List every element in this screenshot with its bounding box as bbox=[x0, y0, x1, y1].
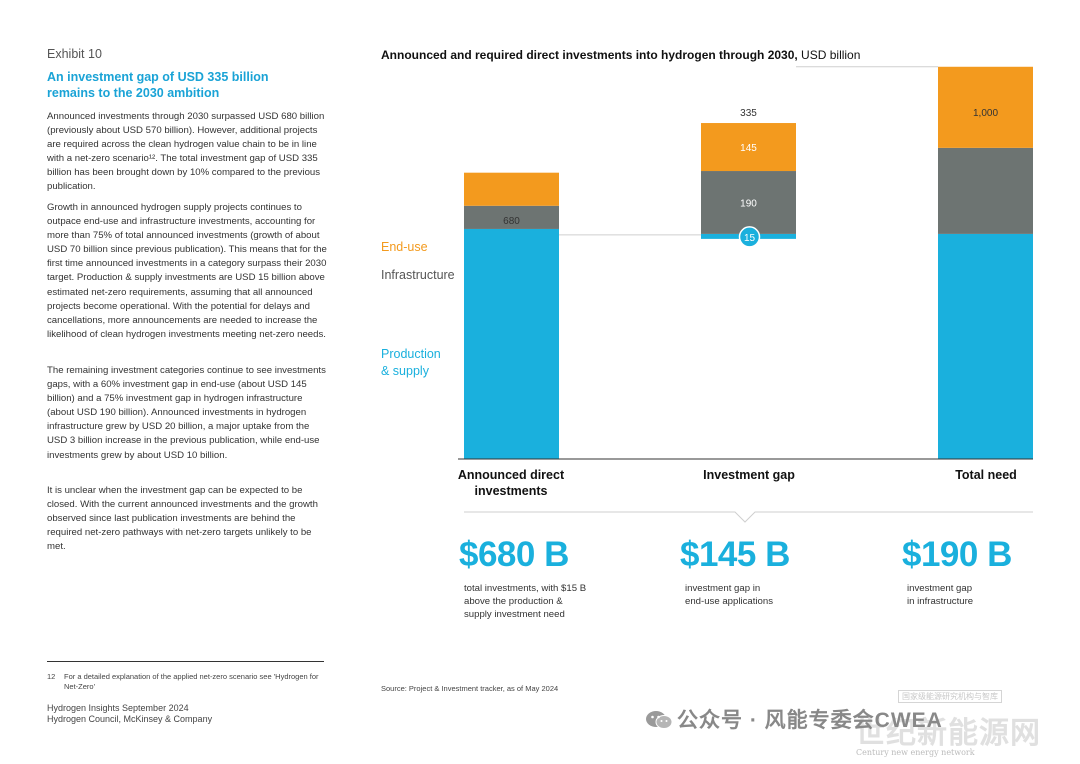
exhibit-headline: An investment gap of USD 335 billion rem… bbox=[47, 70, 269, 100]
category-label-gap: Investment gap bbox=[703, 468, 795, 482]
chart-title-main: Announced and required direct investment… bbox=[381, 48, 798, 62]
bar-gap-end-use bbox=[701, 123, 796, 172]
bar-total-production-supply bbox=[938, 233, 1033, 459]
total-label-2: 1,000 bbox=[973, 108, 998, 119]
footer-publication: Hydrogen Insights September 2024 bbox=[47, 703, 189, 713]
legend-production: Production & supply bbox=[381, 346, 441, 380]
body-paragraph-4: It is unclear when the investment gap ca… bbox=[47, 485, 318, 553]
body-paragraph-3: The remaining investment categories cont… bbox=[47, 365, 326, 461]
category-label-announced-line1: Announced direct bbox=[457, 468, 565, 482]
total-label-1: 335 bbox=[740, 108, 757, 119]
bar-gap-infrastructure bbox=[701, 171, 796, 234]
footer-authors: Hydrogen Council, McKinsey & Company bbox=[47, 714, 213, 724]
footnote-divider bbox=[47, 661, 324, 662]
kpi-end-use-gap-desc-line2: end-use applications bbox=[685, 596, 774, 607]
footnote-number: 12 bbox=[47, 672, 56, 681]
kpi-announced-desc: total investments, with $15 B above the … bbox=[464, 582, 586, 621]
legend-production-line1: Production bbox=[381, 347, 441, 361]
watermark-large-text: 世纪新能源网 bbox=[855, 717, 1041, 750]
gap-label-infrastructure: 190 bbox=[740, 198, 757, 209]
bar-total-infrastructure bbox=[938, 147, 1033, 234]
kpi-infrastructure-gap-desc-line2: in infrastructure bbox=[907, 596, 974, 607]
kpi-end-use-gap-value: $145 B bbox=[680, 535, 790, 574]
category-label-announced: Announced direct investments bbox=[441, 467, 581, 499]
total-label-0: 680 bbox=[503, 216, 520, 227]
chart-title: Announced and required direct investment… bbox=[381, 48, 860, 62]
bar-announced-end-use bbox=[464, 172, 559, 206]
legend-infrastructure: Infrastructure bbox=[381, 268, 455, 282]
bar-total-end-use bbox=[938, 66, 1033, 148]
body-paragraph-1: Announced investments through 2030 surpa… bbox=[47, 111, 325, 193]
kpi-divider-line bbox=[464, 511, 1033, 523]
source-note: Source: Project & Investment tracker, as… bbox=[381, 684, 559, 693]
footnote-text: For a detailed explanation of the applie… bbox=[64, 672, 319, 691]
category-label-announced-line2: investments bbox=[474, 484, 548, 498]
exhibit-number: Exhibit 10 bbox=[47, 47, 102, 61]
gap-label-end-use: 145 bbox=[740, 143, 757, 154]
kpi-announced-value: $680 B bbox=[459, 535, 569, 574]
watermark-subtext: Century new energy network bbox=[856, 748, 975, 757]
watermark-stamp: 国家级能源研究机构与智库 bbox=[898, 690, 1002, 703]
kpi-infrastructure-gap-value: $190 B bbox=[902, 535, 1012, 574]
bar-announced-infrastructure bbox=[464, 205, 559, 229]
body-paragraph-2: Growth in announced hydrogen supply proj… bbox=[47, 202, 327, 340]
category-label-total: Total need bbox=[955, 468, 1017, 482]
kpi-infrastructure-gap-desc: investment gap in infrastructure bbox=[907, 582, 973, 608]
kpi-announced-desc-line3: supply investment need bbox=[464, 609, 565, 620]
kpi-announced-desc-line1: total investments, with $15 B bbox=[464, 583, 587, 594]
kpi-infrastructure-gap-desc-line1: investment gap bbox=[907, 583, 973, 594]
kpi-end-use-gap-desc-line1: investment gap in bbox=[685, 583, 761, 594]
kpi-end-use-gap-desc: investment gap in end-use applications bbox=[685, 582, 773, 608]
wechat-icon bbox=[645, 710, 673, 730]
watermark-account-name: 公众号 · 风能专委会CWEA bbox=[677, 709, 943, 732]
kpi-announced-desc-line2: above the production & bbox=[464, 596, 563, 607]
gap-label-production: 15 bbox=[744, 233, 756, 244]
legend-production-line2: & supply bbox=[381, 364, 429, 378]
chart-title-unit: USD billion bbox=[797, 48, 861, 62]
legend-end-use: End-use bbox=[381, 240, 428, 254]
bar-announced-production-supply bbox=[464, 228, 559, 459]
watermark-text: 公众号 · 风能专委会CWEA bbox=[645, 704, 943, 734]
gap-label-production-badge bbox=[738, 226, 761, 248]
